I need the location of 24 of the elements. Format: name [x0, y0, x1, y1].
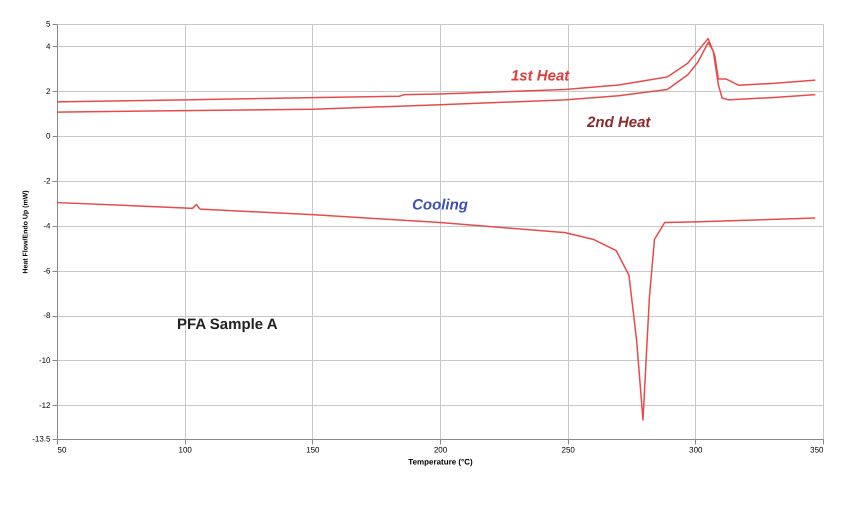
line-series [56, 42, 816, 113]
y-tick-label: -10 [38, 356, 52, 365]
y-tick-label: 0 [46, 132, 52, 141]
y-tick-label: -12 [38, 400, 52, 410]
y-tick-label: 5 [46, 20, 52, 28]
series-label: 2nd Heat [586, 114, 652, 131]
y-tick-label: -6 [43, 266, 52, 276]
x-tick-label: 100 [178, 446, 192, 454]
annotation: PFA Sample A [177, 316, 278, 333]
y-tick-label: -8 [43, 311, 52, 320]
x-tick-label: 150 [306, 446, 320, 454]
x-axis-title: Temperature (°C) [408, 458, 474, 466]
series-label: 1st Heat [510, 68, 570, 85]
y-tick-label: 2 [46, 86, 52, 96]
y-tick-label: -13.5 [32, 434, 52, 444]
x-tick-label: 200 [434, 446, 448, 454]
x-tick-label: 250 [561, 446, 576, 454]
y-tick-label: -2 [43, 176, 52, 186]
x-tick-label: 350 [810, 446, 824, 454]
series-label: Cooling [412, 196, 468, 214]
y-tick-label: -4 [43, 221, 52, 230]
x-tick-label: 300 [689, 446, 704, 454]
y-tick-label: 4 [46, 42, 52, 51]
x-tick-label: 50 [58, 446, 67, 454]
